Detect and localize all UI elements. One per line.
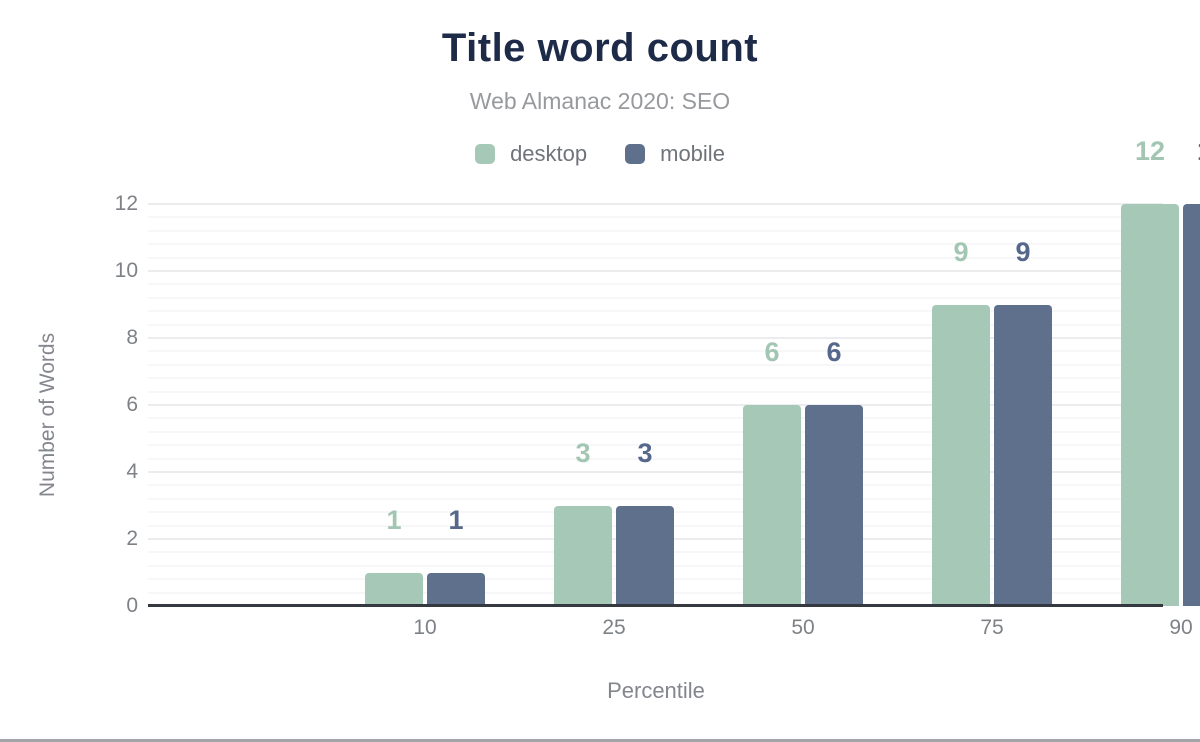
minor-gridline	[148, 430, 1163, 433]
bar-value-label-mobile-p10: 1	[448, 504, 464, 535]
bar-desktop-p50	[743, 405, 801, 606]
major-gridline	[148, 404, 1163, 406]
minor-gridline	[148, 296, 1163, 299]
bar-value-label-mobile-p50: 6	[826, 337, 842, 367]
legend-label-mobile: mobile	[660, 141, 725, 166]
x-tick-label-75: 75	[980, 616, 1004, 639]
y-tick-label-6: 6	[126, 393, 138, 416]
bar-value-label-mobile-p25: 3	[637, 437, 653, 468]
legend-label-desktop: desktop	[510, 141, 588, 166]
minor-gridline	[148, 216, 1163, 219]
legend-item-desktop: desktop	[475, 141, 587, 167]
minor-gridline	[148, 377, 1163, 380]
minor-gridline	[148, 350, 1163, 353]
minor-gridline	[148, 390, 1163, 393]
plot-area: 1 1 3 3 6 6 9 9 1212	[148, 136, 1200, 607]
x-tick-label-50: 50	[791, 616, 815, 639]
chart-legend: desktop mobile	[0, 141, 1200, 167]
minor-gridline	[148, 310, 1163, 313]
minor-gridline	[148, 457, 1163, 460]
bar-value-label-mobile-p75: 9	[1015, 236, 1031, 267]
bar-value-label-mobile-p90: 12	[1172, 136, 1200, 166]
bar-mobile-p90	[1183, 204, 1200, 606]
minor-gridline	[148, 444, 1163, 447]
major-gridline	[148, 203, 1163, 205]
bar-desktop-p75	[932, 304, 990, 606]
y-tick-label-10: 10	[114, 259, 138, 282]
major-gridline	[148, 270, 1163, 272]
bar-value-label-desktop-p50: 6	[764, 337, 780, 367]
major-gridline	[148, 337, 1163, 339]
minor-gridline	[148, 484, 1163, 487]
bar-value-label-desktop-p10: 1	[386, 504, 402, 535]
bar-desktop-p25	[554, 505, 612, 606]
minor-gridline	[148, 323, 1163, 326]
x-tick-label-25: 25	[602, 616, 626, 639]
bar-mobile-p75	[994, 304, 1052, 606]
bar-value-label-desktop-p75: 9	[953, 236, 969, 267]
y-tick-label-12: 12	[114, 192, 138, 215]
minor-gridline	[148, 283, 1163, 286]
minor-gridline	[148, 497, 1163, 500]
y-tick-label-8: 8	[126, 326, 138, 349]
chart-title: Title word count	[441, 26, 759, 70]
chart-subtitle: Web Almanac 2020: SEO	[469, 88, 731, 114]
y-tick-label-2: 2	[126, 527, 138, 550]
minor-gridline	[148, 243, 1163, 246]
x-axis-line	[148, 604, 1163, 607]
minor-gridline	[148, 256, 1163, 259]
bar-value-label-desktop-p90: 12	[1134, 136, 1166, 166]
x-tick-label-90: 90	[1169, 616, 1193, 639]
minor-gridline	[148, 229, 1163, 232]
bar-desktop-p90	[1121, 204, 1179, 606]
minor-gridline	[148, 363, 1163, 366]
bar-mobile-p10	[427, 572, 485, 606]
bar-value-label-desktop-p25: 3	[575, 437, 591, 468]
y-tick-label-4: 4	[126, 460, 138, 483]
major-gridline	[148, 471, 1163, 473]
legend-item-mobile: mobile	[625, 141, 725, 167]
x-tick-label-10: 10	[413, 616, 437, 639]
x-axis-title: Percentile	[607, 678, 705, 703]
legend-swatch-desktop	[475, 144, 496, 164]
legend-swatch-mobile	[625, 144, 646, 164]
y-tick-label-0: 0	[126, 594, 138, 617]
bar-mobile-p25	[616, 505, 674, 606]
bar-mobile-p50	[805, 405, 863, 606]
bar-desktop-p10	[365, 572, 423, 606]
minor-gridline	[148, 417, 1163, 420]
